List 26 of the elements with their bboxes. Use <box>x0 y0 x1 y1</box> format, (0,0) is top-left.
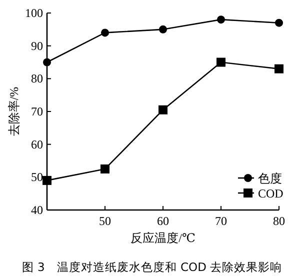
point <box>275 18 283 27</box>
point <box>158 105 168 114</box>
x-tick-label: 80 <box>273 214 285 228</box>
x-tick-label: 50 <box>99 214 111 228</box>
y-tick-label: 60 <box>31 137 43 152</box>
point <box>216 58 226 67</box>
x-axis-title: 反应温度/℃ <box>130 231 196 245</box>
legend-label: COD <box>258 186 284 200</box>
x-tick-label: 60 <box>157 214 169 228</box>
y-tick-label: 80 <box>31 72 43 86</box>
y-tick-label: 40 <box>31 203 43 217</box>
legend-label: 色度 <box>258 172 282 186</box>
y-tick-label: 70 <box>31 104 43 118</box>
point <box>159 25 167 34</box>
caption: 图 3 温度对造纸废水色度和 COD 去除效果影响 <box>22 260 282 274</box>
point <box>100 164 110 174</box>
point <box>274 64 284 74</box>
y-tick-label: 50 <box>31 170 43 184</box>
y-tick-label: 90 <box>31 38 43 53</box>
point <box>42 176 52 185</box>
y-tick-label: 100 <box>25 6 43 20</box>
point <box>43 58 51 66</box>
x-tick-label: 70 <box>215 214 227 228</box>
point <box>217 16 225 24</box>
point <box>101 28 109 37</box>
y-axis-title: 去除率/% <box>7 86 21 136</box>
